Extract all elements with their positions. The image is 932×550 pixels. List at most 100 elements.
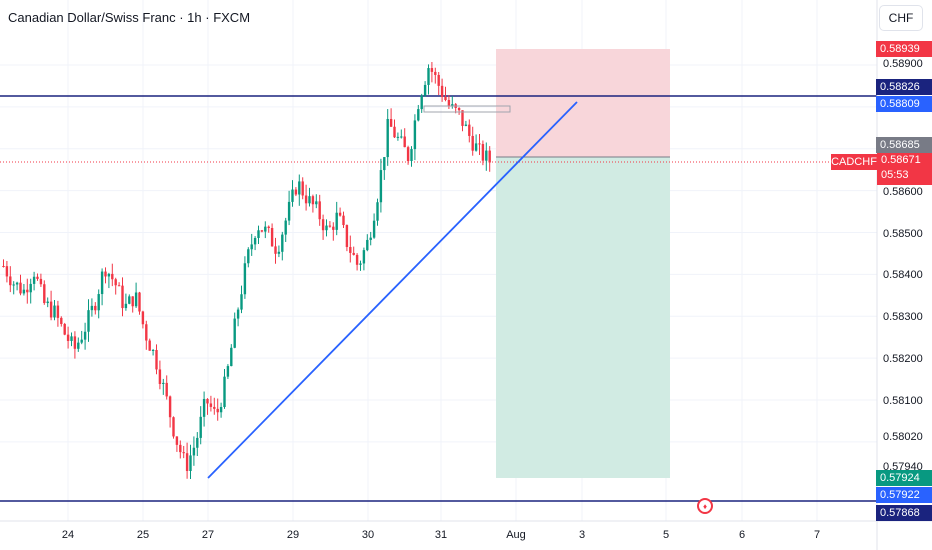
candle-body — [131, 296, 134, 307]
candle-body — [369, 237, 372, 240]
candle-body — [9, 276, 12, 286]
time-tick: 7 — [813, 529, 821, 541]
candle-body — [376, 202, 379, 221]
candle-body — [355, 254, 359, 265]
candle-body — [158, 369, 162, 384]
candle-body — [73, 336, 77, 349]
candle-body — [304, 195, 308, 204]
candle-body — [461, 110, 464, 126]
candle-body — [63, 323, 66, 335]
candles — [2, 61, 491, 479]
candle-body — [179, 444, 182, 453]
candle-body — [165, 382, 168, 397]
price-tick: 0.58600 — [883, 186, 923, 198]
candle-body — [335, 212, 338, 230]
candle-body — [437, 74, 440, 86]
time-tick: 5 — [662, 529, 670, 541]
candle-body — [386, 118, 389, 158]
candle-body — [444, 96, 447, 101]
candle-body — [202, 398, 206, 417]
candle-body — [383, 157, 386, 171]
candle-body — [413, 120, 417, 150]
candle-body — [423, 84, 427, 96]
candle-body — [247, 249, 250, 264]
candle-body — [393, 126, 396, 138]
candle-body — [243, 263, 247, 295]
candle-body — [277, 251, 281, 254]
candle-body — [260, 230, 264, 232]
candle-body — [117, 285, 121, 287]
candle-body — [464, 124, 468, 126]
candle-body — [236, 309, 240, 319]
candle-body — [19, 282, 22, 294]
candle-body — [270, 228, 274, 247]
candle-body — [49, 301, 53, 318]
bar-countdown: 05:53 — [881, 169, 909, 181]
currency-button[interactable]: CHF — [879, 5, 923, 31]
time-tick: 3 — [578, 529, 586, 541]
canada-flag-icon[interactable]: ♦ — [697, 498, 713, 514]
candle-body — [451, 104, 454, 107]
time-tick: 27 — [201, 529, 215, 541]
time-tick: 25 — [136, 529, 150, 541]
candle-body — [138, 292, 141, 312]
candle-body — [230, 347, 233, 367]
candle-body — [291, 189, 294, 202]
candle-body — [410, 149, 413, 161]
candle-body — [233, 318, 236, 348]
candle-body — [468, 124, 471, 136]
candle-body — [281, 234, 284, 252]
candle-body — [298, 181, 301, 195]
trendline — [207, 101, 578, 479]
price-tick: 0.58500 — [883, 228, 923, 240]
price-tick: 0.58900 — [883, 58, 923, 70]
candle-body — [481, 144, 485, 161]
candle-body — [240, 294, 243, 310]
candle-body — [325, 225, 328, 231]
candle-body — [90, 305, 94, 311]
candle-body — [253, 238, 257, 245]
candle-body — [250, 244, 253, 250]
candle-body — [311, 196, 315, 205]
candle-body — [145, 324, 148, 341]
candle-body — [134, 292, 138, 307]
candle-body — [457, 107, 461, 111]
candle-body — [5, 266, 9, 277]
candle-body — [362, 250, 366, 264]
price-tick: 0.58400 — [883, 269, 923, 281]
candle-body — [403, 136, 406, 148]
candle-body — [114, 279, 117, 286]
candle-body — [223, 376, 226, 408]
candle-body — [474, 143, 478, 151]
candle-body — [124, 303, 128, 309]
candle-body — [219, 407, 223, 413]
candle-body — [264, 226, 267, 232]
price-tick: 0.58300 — [883, 311, 923, 323]
candle-body — [104, 271, 107, 277]
candle-body — [60, 317, 63, 324]
candle-body — [97, 294, 100, 311]
candle-body — [100, 271, 104, 295]
time-tick: 24 — [61, 529, 75, 541]
candle-body — [182, 452, 185, 454]
candle-body — [352, 252, 355, 255]
trendline-end-price-tag: 0.58809 — [876, 96, 932, 112]
candle-body — [141, 311, 145, 325]
candle-body — [440, 85, 444, 97]
candle-body — [39, 278, 43, 285]
candle-body — [29, 283, 32, 293]
candle-body — [107, 273, 111, 277]
trendline-start-price-tag: 0.57922 — [876, 487, 932, 503]
entry-price-tag: 0.58685 — [876, 137, 932, 153]
candle-body — [301, 181, 304, 196]
candle-body — [359, 263, 362, 265]
candle-body — [406, 147, 410, 161]
candle-body — [26, 289, 29, 293]
candle-body — [80, 339, 83, 343]
candle-body — [321, 219, 325, 231]
candle-body — [396, 136, 400, 138]
target-price-tag: 0.57924 — [876, 470, 932, 486]
price-tick: 0.58100 — [883, 395, 923, 407]
candle-body — [345, 225, 349, 248]
